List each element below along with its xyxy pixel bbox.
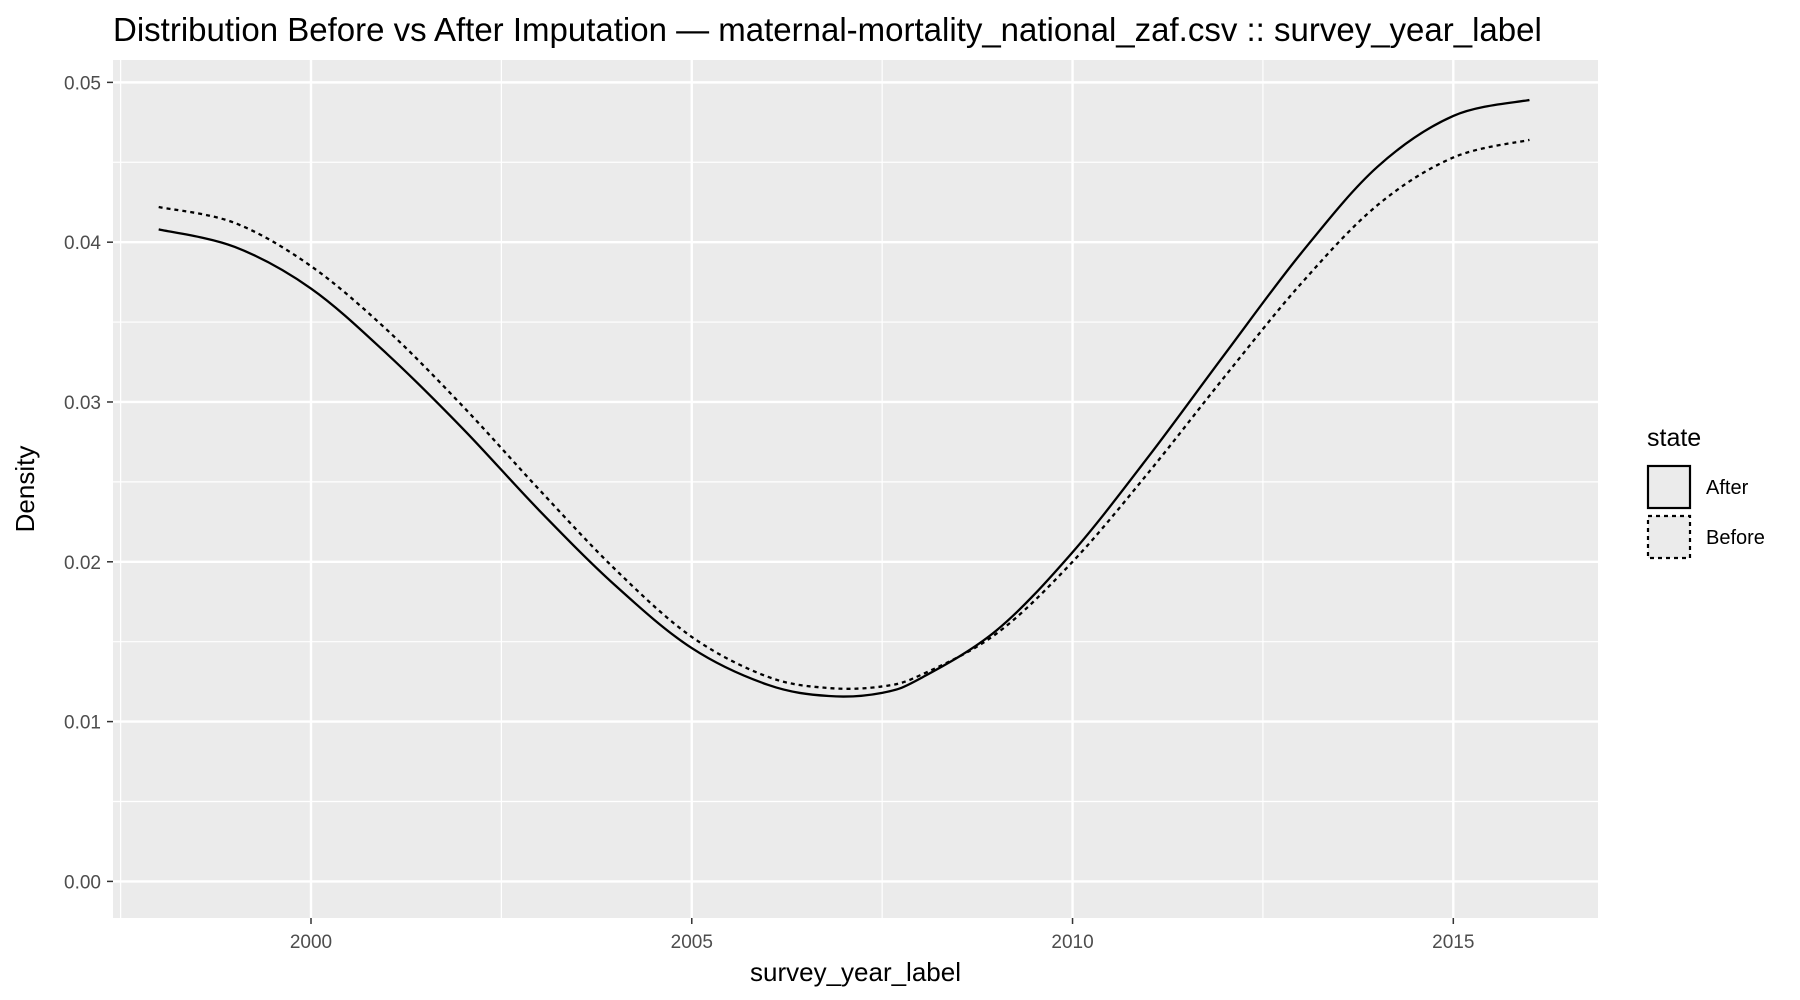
y-tick-label: 0.01	[64, 713, 101, 734]
y-tick-label: 0.02	[64, 553, 101, 574]
y-tick-label: 0.00	[64, 872, 101, 893]
legend-label-after: After	[1706, 477, 1749, 499]
x-tick-label: 2005	[671, 932, 713, 953]
legend: state After Before	[1646, 424, 1765, 560]
y-axis: 0.00 0.01 0.02 0.03 0.04 0.05	[64, 73, 113, 893]
legend-label-before: Before	[1706, 527, 1765, 549]
series-line-after	[158, 98, 1530, 698]
legend-key-before	[1646, 514, 1692, 560]
x-axis-title: survey_year_label	[750, 957, 961, 987]
x-tick-label: 2010	[1051, 932, 1093, 953]
legend-title: state	[1647, 424, 1701, 452]
y-tick-label: 0.05	[64, 73, 101, 94]
x-tick-label: 2015	[1432, 932, 1474, 953]
major-gridlines	[113, 60, 1598, 918]
chart-title: Distribution Before vs After Imputation …	[113, 11, 1542, 48]
plot-panel	[113, 60, 1598, 918]
y-tick-label: 0.03	[64, 393, 101, 414]
x-axis: 2000 2005 2010 2015	[290, 918, 1474, 953]
x-tick-label: 2000	[290, 932, 332, 953]
minor-gridlines	[113, 60, 1598, 918]
y-axis-title: Density	[10, 446, 40, 533]
y-tick-label: 0.04	[64, 233, 101, 254]
legend-key-after	[1646, 464, 1692, 510]
series-line-before	[158, 138, 1530, 690]
series-lines	[158, 98, 1530, 698]
